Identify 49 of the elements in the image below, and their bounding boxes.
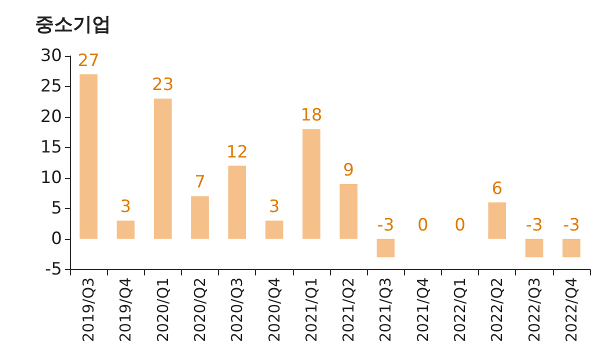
data-label: -3 <box>526 215 543 236</box>
bar <box>154 98 172 239</box>
bar <box>488 202 506 239</box>
x-tick-label: 2020/Q4 <box>265 277 284 342</box>
y-tick-label: 25 <box>40 76 62 96</box>
bar <box>340 184 358 239</box>
x-tick-label: 2021/Q4 <box>414 277 432 342</box>
x-tick-label: 2022/Q3 <box>525 277 544 342</box>
data-label: 6 <box>492 178 503 199</box>
x-tick-label: 2020/Q1 <box>154 277 172 342</box>
y-tick-label: 20 <box>40 106 62 127</box>
x-tick-label: 2021/Q2 <box>340 277 358 342</box>
data-label: 7 <box>194 172 206 193</box>
y-tick-label: 5 <box>51 198 62 218</box>
data-label: 12 <box>226 142 248 162</box>
bar <box>191 196 209 239</box>
x-tick-label: 2019/Q4 <box>116 277 135 342</box>
x-tick-label: 2020/Q3 <box>228 277 246 342</box>
data-label: 9 <box>343 160 354 181</box>
y-tick-label: 30 <box>40 46 62 66</box>
bar <box>302 129 320 239</box>
data-label: 3 <box>120 197 132 218</box>
y-tick-label: 0 <box>51 228 62 249</box>
data-label: 27 <box>78 50 100 71</box>
x-tick-label: 2022/Q4 <box>562 277 580 342</box>
bar <box>562 238 580 258</box>
data-label: 18 <box>300 106 322 126</box>
data-label: 0 <box>417 215 428 236</box>
x-tick-label: 2021/Q3 <box>376 277 395 342</box>
data-label: 3 <box>268 197 280 218</box>
data-label: 23 <box>152 75 174 96</box>
x-tick-label: 2019/Q3 <box>80 277 98 342</box>
x-tick-label: 2021/Q1 <box>302 277 320 342</box>
bar <box>376 238 395 258</box>
bar <box>116 220 135 239</box>
bar <box>228 166 246 239</box>
chart-title: 중소기업 <box>35 14 111 36</box>
data-label: -3 <box>562 215 580 236</box>
y-tick-label: -5 <box>45 259 62 280</box>
x-tick-label: 2022/Q1 <box>451 277 469 342</box>
data-label: 0 <box>454 215 466 236</box>
x-tick-label: 2022/Q2 <box>488 277 506 342</box>
data-label: -3 <box>377 215 394 236</box>
bar <box>265 220 284 239</box>
y-tick-label: 10 <box>40 168 62 188</box>
bar <box>80 74 98 239</box>
y-tick-label: 15 <box>40 137 62 158</box>
bar <box>525 238 544 258</box>
x-tick-label: 2020/Q2 <box>191 277 209 342</box>
